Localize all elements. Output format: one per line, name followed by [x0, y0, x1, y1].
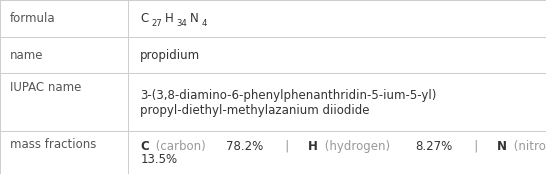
Text: N: N	[497, 140, 507, 153]
Text: (hydrogen): (hydrogen)	[321, 140, 394, 153]
Text: 78.2%: 78.2%	[226, 140, 263, 153]
Text: 27: 27	[151, 19, 162, 28]
Text: |: |	[274, 140, 300, 153]
Text: N: N	[190, 12, 199, 25]
Text: IUPAC name: IUPAC name	[10, 81, 81, 94]
Text: |: |	[463, 140, 489, 153]
Text: 13.5%: 13.5%	[140, 153, 177, 166]
Text: (carbon): (carbon)	[152, 140, 209, 153]
Text: propidium: propidium	[140, 49, 200, 62]
Text: (nitrogen): (nitrogen)	[510, 140, 546, 153]
Text: H: H	[308, 140, 318, 153]
Text: H: H	[165, 12, 174, 25]
Text: name: name	[10, 49, 43, 62]
Text: C: C	[140, 12, 149, 25]
Text: 3-(3,8-diamino-6-phenylphenanthridin-5-ium-5-yl): 3-(3,8-diamino-6-phenylphenanthridin-5-i…	[140, 89, 437, 102]
Text: 4: 4	[201, 19, 207, 28]
Text: 34: 34	[176, 19, 187, 28]
Text: formula: formula	[10, 12, 56, 25]
Text: C: C	[140, 140, 149, 153]
Text: 8.27%: 8.27%	[415, 140, 452, 153]
Text: propyl-diethyl-methylazanium diiodide: propyl-diethyl-methylazanium diiodide	[140, 104, 370, 117]
Text: mass fractions: mass fractions	[10, 138, 96, 151]
